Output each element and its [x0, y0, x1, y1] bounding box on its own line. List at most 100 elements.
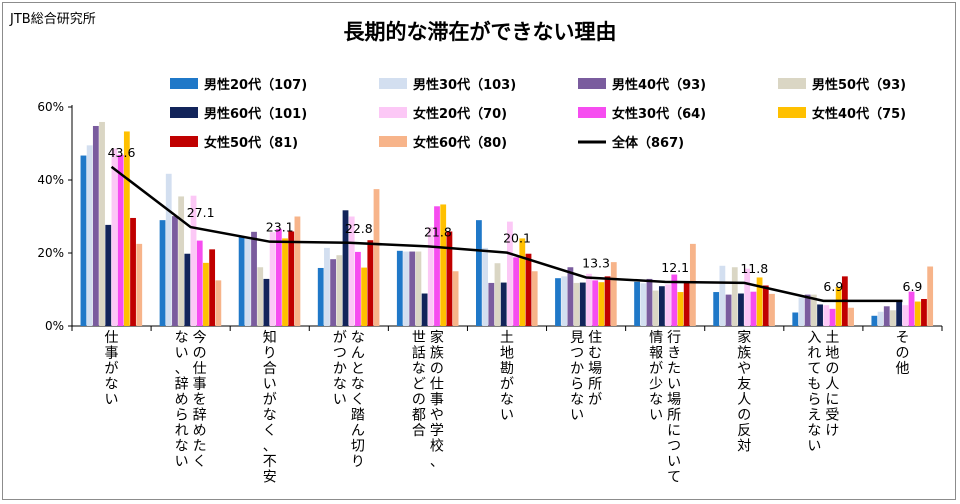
total-data-label: 43.6	[108, 145, 136, 160]
total-data-label: 12.1	[661, 260, 689, 275]
bar	[476, 220, 482, 326]
bar	[251, 231, 257, 326]
category-label: 世話などの都合	[412, 330, 426, 439]
bar	[330, 259, 337, 326]
category-label: 土地の人に受け	[825, 330, 839, 439]
category-label: 行きたい場所について	[667, 330, 681, 486]
total-data-label: 20.1	[503, 231, 531, 246]
source-credit: JTB総合研究所	[10, 12, 96, 27]
legend-label: 女性20代（70)	[413, 106, 507, 122]
legend-swatch	[578, 107, 606, 118]
bar	[792, 312, 799, 326]
bar	[646, 278, 653, 326]
bar	[196, 240, 203, 326]
category-label: がつかない	[333, 330, 347, 408]
bar	[725, 294, 732, 326]
bar	[567, 267, 574, 326]
category-label: その他	[895, 330, 909, 377]
bar	[348, 216, 355, 326]
total-data-label: 6.9	[903, 279, 923, 294]
legend-swatch	[379, 107, 407, 118]
legend-label: 男性30代（103)	[413, 77, 516, 93]
bar	[373, 189, 380, 326]
bar	[123, 131, 130, 326]
bar	[665, 284, 671, 326]
bar	[719, 265, 726, 326]
bar	[871, 315, 878, 326]
bar	[507, 221, 513, 326]
y-tick-label: 20%	[37, 246, 64, 260]
bar	[762, 285, 769, 326]
legend-label: 女性30代（64)	[612, 106, 706, 122]
legend-swatch	[778, 107, 806, 118]
bar	[136, 243, 143, 326]
bar	[92, 125, 99, 326]
bar	[883, 306, 890, 326]
bar	[555, 278, 561, 326]
bar	[817, 304, 823, 326]
bar	[921, 298, 927, 326]
bar	[908, 291, 915, 326]
bar	[117, 154, 124, 326]
bar	[829, 308, 836, 326]
bar	[434, 206, 440, 326]
legend-swatch	[170, 107, 198, 118]
bar	[713, 292, 720, 326]
bar	[689, 243, 696, 326]
bar	[488, 282, 495, 326]
y-tick-label: 40%	[37, 173, 64, 187]
bar	[203, 262, 209, 326]
bar	[288, 231, 295, 326]
bar	[317, 267, 324, 326]
bar	[184, 253, 191, 326]
bar	[500, 282, 507, 326]
bar	[99, 121, 105, 326]
bar	[604, 276, 611, 326]
bar	[190, 195, 197, 326]
bar	[86, 145, 93, 326]
bar	[440, 204, 447, 326]
total-data-label: 22.8	[345, 221, 373, 236]
legend-swatch	[170, 78, 198, 89]
category-label: 土地勘がない	[500, 330, 514, 424]
legend-label: 全体（867)	[611, 135, 684, 151]
bar	[823, 305, 830, 326]
category-label: 情報が少ない	[649, 330, 663, 424]
bar	[257, 267, 264, 326]
bar	[677, 292, 684, 326]
category-label: 知り合いがなく、不安	[263, 329, 277, 486]
bar	[652, 290, 659, 326]
legend-label: 男性40代（93)	[612, 77, 706, 93]
bar	[263, 278, 270, 326]
bar	[244, 237, 251, 326]
bar	[683, 281, 690, 326]
bar	[877, 311, 884, 326]
bar	[130, 217, 136, 326]
bar	[513, 257, 519, 326]
category-label: 入れてもらえない	[807, 330, 821, 455]
bar	[561, 276, 568, 326]
legend-label: 女性60代（80)	[413, 135, 507, 151]
bar	[172, 216, 178, 326]
bar	[294, 216, 301, 326]
legend-label: 男性20代（107)	[204, 77, 307, 93]
total-data-label: 23.1	[266, 220, 294, 235]
category-label: 今の仕事を辞めたく	[193, 330, 207, 470]
category-label: なんとなく踏ん切り	[351, 330, 365, 470]
bar	[209, 249, 216, 326]
bar	[275, 228, 282, 326]
bar	[573, 282, 580, 326]
bar	[835, 286, 842, 326]
bar	[896, 300, 903, 326]
bar	[421, 293, 428, 326]
bar	[744, 268, 751, 326]
legend-swatch	[578, 78, 606, 89]
category-label: 見つからない	[570, 330, 584, 424]
bar	[409, 251, 416, 326]
bar	[531, 271, 538, 326]
bar	[804, 294, 811, 326]
category-label: ない、辞められない	[175, 330, 189, 470]
bar	[610, 262, 617, 326]
bar	[798, 297, 805, 326]
bar	[415, 251, 422, 326]
